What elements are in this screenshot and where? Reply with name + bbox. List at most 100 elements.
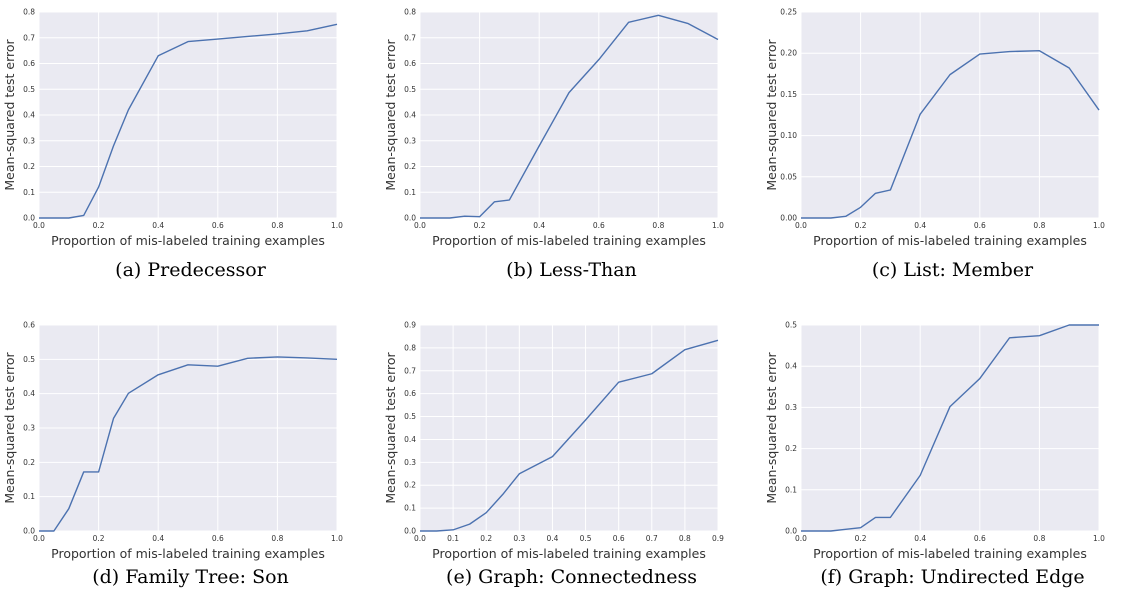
y-tick-label: 0.5 (404, 412, 416, 421)
subplot-less-than: 0.0 0.1 0.2 0.3 0.4 0.5 0.6 0.7 0.8 0.0 0.2 0.4 0.6 0… (381, 0, 762, 299)
x-tick-label: 0.8 (271, 221, 283, 230)
x-tick-label: 0.2 (855, 534, 867, 543)
data-point (479, 216, 481, 218)
data-point (217, 365, 219, 367)
data-point (1039, 50, 1041, 52)
x-tick-label: 0.4 (152, 534, 164, 543)
data-point (38, 530, 40, 532)
x-axis-label: Proportion of mis-labeled training examp… (432, 233, 706, 248)
y-tick-label: 0.0 (23, 527, 35, 536)
y-tick-label: 0.5 (404, 85, 416, 94)
series-line (39, 356, 338, 532)
data-point (919, 474, 921, 476)
y-tick-label: 0.7 (404, 366, 416, 375)
y-tick-label: 0.4 (404, 111, 416, 120)
data-point (452, 529, 454, 531)
subplot-graph-connectedness: 0.0 0.1 0.2 0.3 0.4 0.5 0.6 0.7 0.8 0.9 0.0 0.1 0.2 0… (381, 313, 762, 612)
y-tick-label: 0.0 (23, 214, 35, 223)
series-line (801, 324, 1099, 532)
x-tick-label: 0.0 (795, 534, 807, 543)
y-tick-label: 0.0 (785, 527, 797, 536)
y-tick-label: 0.1 (404, 188, 416, 197)
x-tick-label: 0.8 (652, 221, 664, 230)
x-tick-label: 0.0 (414, 221, 426, 230)
data-point (717, 339, 719, 341)
subplot-predecessor: 0.0 0.1 0.2 0.3 0.4 0.5 0.6 0.7 0.8 0.0 0.2 0.4 0.6 0… (0, 0, 381, 299)
data-point (875, 192, 877, 194)
chart-graph-undirected-edge: 0.0 0.1 0.2 0.3 0.4 0.5 0.0 0.2 0.4 0.6 0.8 1.0 Prop… (764, 321, 1105, 562)
subplot-family-tree-son: 0.0 0.1 0.2 0.3 0.4 0.5 0.6 0.0 0.2 0.4 0.6 0.8 1.0 P… (0, 313, 381, 612)
caption-label: (c) (871, 259, 898, 281)
y-tick-label: 0.05 (780, 172, 797, 181)
data-point (419, 217, 421, 219)
y-tick-label: 0.7 (23, 33, 35, 42)
series-line (801, 50, 1100, 219)
data-point (336, 358, 338, 360)
y-tick-label: 0.4 (23, 111, 35, 120)
y-tick-label: 0.2 (404, 162, 416, 171)
data-point (247, 36, 249, 38)
caption-family-tree-son: (d) Family Tree: Son (0, 566, 381, 588)
x-tick-label: 0.6 (593, 221, 605, 230)
data-point (494, 201, 496, 203)
y-tick-label: 0.10 (780, 131, 797, 140)
data-point (68, 508, 70, 510)
caption-predecessor: (a) Predecessor (0, 259, 381, 281)
caption-text: List: Member (903, 259, 1034, 281)
y-tick-label: 0.2 (23, 162, 35, 171)
data-point (890, 517, 892, 519)
data-point (1068, 324, 1070, 326)
data-point (598, 59, 600, 61)
data-point (157, 55, 159, 57)
x-tick-label: 0.6 (613, 534, 625, 543)
data-point (651, 373, 653, 375)
x-tick-label: 0.8 (1033, 534, 1045, 543)
data-point (1098, 109, 1100, 111)
data-point (247, 357, 249, 359)
caption-text: Predecessor (147, 259, 266, 281)
data-point (628, 21, 630, 23)
plot-area (801, 325, 1099, 531)
x-tick-label: 0.1 (447, 534, 459, 543)
x-tick-label: 0.0 (414, 534, 426, 543)
x-tick-label: 0.2 (480, 534, 492, 543)
data-point (830, 217, 832, 219)
data-point (217, 38, 219, 40)
data-point (68, 217, 70, 219)
caption-graph-connectedness: (e) Graph: Connectedness (381, 566, 762, 588)
plot-area (801, 12, 1099, 218)
data-point (98, 471, 100, 473)
x-tick-label: 0.3 (513, 534, 525, 543)
x-tick-label: 0.2 (93, 534, 105, 543)
y-tick-label: 0.3 (785, 403, 797, 412)
y-tick-label: 0.6 (23, 59, 35, 68)
x-tick-label: 0.4 (914, 534, 926, 543)
data-point (815, 530, 817, 532)
caption-text: Less-Than (539, 259, 637, 281)
y-tick-label: 0.4 (23, 389, 35, 398)
data-point (684, 349, 686, 351)
x-tick-label: 0.2 (855, 221, 867, 230)
data-point (277, 33, 279, 35)
data-point (306, 30, 308, 32)
y-tick-label: 0.7 (404, 33, 416, 42)
x-tick-label: 0.4 (152, 221, 164, 230)
data-point (860, 527, 862, 529)
y-tick-label: 0.20 (780, 49, 797, 58)
data-point (53, 530, 55, 532)
y-tick-label: 0.5 (23, 355, 35, 364)
data-point (1009, 337, 1011, 339)
series-line (39, 23, 338, 219)
plot-area (420, 325, 718, 531)
y-tick-label: 0.0 (404, 527, 416, 536)
x-tick-label: 0.6 (212, 534, 224, 543)
x-tick-label: 0.6 (974, 221, 986, 230)
data-point (502, 493, 504, 495)
data-point (919, 113, 921, 115)
data-point (157, 374, 159, 376)
x-tick-label: 0.4 (546, 534, 558, 543)
y-tick-label: 0.1 (785, 485, 797, 494)
y-tick-label: 0.2 (404, 481, 416, 490)
data-point (845, 215, 847, 217)
y-tick-label: 0.25 (780, 8, 797, 17)
